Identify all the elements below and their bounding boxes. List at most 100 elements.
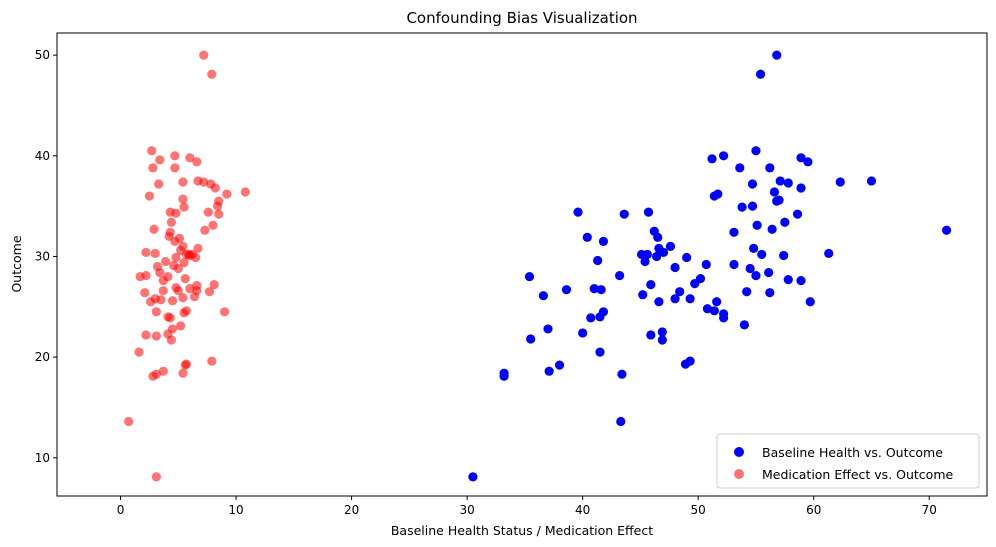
- baseline-health-point: [654, 297, 664, 307]
- baseline-health-point: [824, 248, 834, 259]
- baseline-health-point: [680, 359, 691, 369]
- medication-effect-point: [171, 208, 181, 218]
- baseline-health-point: [538, 291, 548, 301]
- baseline-health-point: [646, 280, 656, 290]
- baseline-health-point: [737, 202, 747, 212]
- plot-frame: [57, 33, 987, 496]
- medication-effect-point: [178, 293, 188, 303]
- baseline-health-point: [578, 328, 588, 338]
- baseline-health-point: [646, 330, 656, 340]
- baseline-health-point: [780, 217, 790, 227]
- medication-effect-point: [158, 276, 168, 286]
- medication-effect-point: [167, 296, 178, 306]
- baseline-health-point: [653, 232, 663, 242]
- medication-effect-point: [170, 163, 180, 173]
- chart-title: Confounding Bias Visualization: [406, 9, 637, 27]
- baseline-health-point: [747, 179, 758, 189]
- baseline-health-point: [749, 243, 759, 253]
- baseline-health-point: [651, 251, 662, 262]
- medication-effect-point: [160, 256, 171, 267]
- medication-effect-point: [140, 288, 150, 298]
- x-tick-label: 40: [575, 503, 590, 517]
- medication-effect-point: [199, 177, 209, 187]
- series-medication-effect: [124, 50, 250, 482]
- medication-effect-point: [155, 267, 165, 278]
- baseline-health-point: [596, 285, 606, 295]
- baseline-health-point: [702, 304, 713, 314]
- baseline-health-point: [682, 252, 692, 263]
- y-tick-label: 40: [35, 149, 50, 163]
- y-tick-label: 20: [35, 350, 50, 364]
- baseline-health-point: [690, 279, 700, 289]
- baseline-health-point: [573, 207, 583, 217]
- x-axis-ticks: 0 10 20 30 40 50 60 70: [117, 496, 937, 517]
- legend-label-medication: Medication Effect vs. Outcome: [762, 467, 953, 482]
- baseline-health-point: [765, 288, 775, 298]
- medication-effect-point: [200, 225, 210, 235]
- baseline-health-point: [595, 347, 605, 357]
- baseline-health-point: [752, 220, 762, 230]
- baseline-health-point: [747, 201, 758, 211]
- series-baseline-health: [468, 50, 952, 482]
- medication-effect-point: [199, 50, 209, 60]
- baseline-health-point: [745, 263, 755, 274]
- medication-effect-point: [219, 307, 230, 317]
- baseline-health-point: [783, 274, 793, 285]
- legend-marker-baseline: [734, 447, 744, 457]
- baseline-health-point: [675, 287, 685, 297]
- baseline-health-point: [764, 267, 774, 278]
- baseline-health-point: [735, 163, 745, 173]
- medication-effect-point: [209, 280, 219, 290]
- medication-effect-point: [151, 307, 161, 317]
- medication-effect-point: [148, 371, 158, 381]
- medication-effect-point: [204, 287, 215, 297]
- medication-effect-point: [148, 163, 158, 173]
- medication-effect-point: [166, 217, 176, 227]
- legend-marker-medication: [734, 469, 744, 479]
- baseline-health-point: [751, 270, 761, 281]
- baseline-health-point: [595, 312, 605, 322]
- baseline-health-point: [767, 224, 777, 234]
- baseline-health-point: [796, 276, 806, 286]
- medication-effect-point: [134, 347, 144, 357]
- baseline-health-point: [701, 259, 711, 270]
- medication-effect-point: [171, 252, 181, 263]
- baseline-health-point: [796, 153, 806, 163]
- legend-frame: [716, 433, 980, 489]
- baseline-health-point: [941, 225, 952, 235]
- y-tick-label: 30: [35, 249, 50, 263]
- x-axis-label: Baseline Health Status / Medication Effe…: [391, 523, 653, 538]
- medication-effect-point: [145, 297, 156, 307]
- baseline-health-point: [589, 284, 599, 294]
- medication-effect-point: [151, 331, 161, 341]
- y-axis-ticks: 10 20 30 40 50: [35, 48, 57, 465]
- baseline-health-point: [757, 249, 767, 260]
- baseline-health-point: [561, 285, 572, 295]
- y-tick-label: 50: [35, 48, 50, 62]
- medication-effect-point: [156, 295, 166, 305]
- medication-effect-point: [178, 368, 188, 378]
- x-tick-label: 50: [691, 503, 706, 517]
- medication-effect-point: [154, 179, 164, 189]
- medication-effect-point: [181, 359, 191, 369]
- medication-effect-point: [171, 283, 181, 293]
- x-tick-label: 20: [344, 503, 359, 517]
- medication-effect-point: [124, 416, 134, 427]
- medication-effect-point: [191, 252, 201, 263]
- baseline-health-point: [658, 247, 669, 258]
- medication-effect-point: [135, 271, 145, 282]
- baseline-health-point: [524, 271, 535, 282]
- baseline-health-point: [643, 207, 654, 217]
- medication-effect-point: [208, 220, 218, 230]
- baseline-health-point: [665, 241, 676, 251]
- legend-label-baseline: Baseline Health vs. Outcome: [762, 445, 943, 460]
- medication-effect-point: [170, 236, 180, 246]
- medication-effect-point: [141, 330, 151, 340]
- medication-effect-point: [170, 151, 180, 161]
- medication-effect-point: [185, 284, 195, 294]
- baseline-health-point: [835, 177, 845, 187]
- x-tick-label: 60: [806, 503, 821, 517]
- x-tick-label: 0: [117, 503, 125, 517]
- baseline-health-point: [792, 209, 803, 219]
- baseline-health-point: [499, 371, 509, 381]
